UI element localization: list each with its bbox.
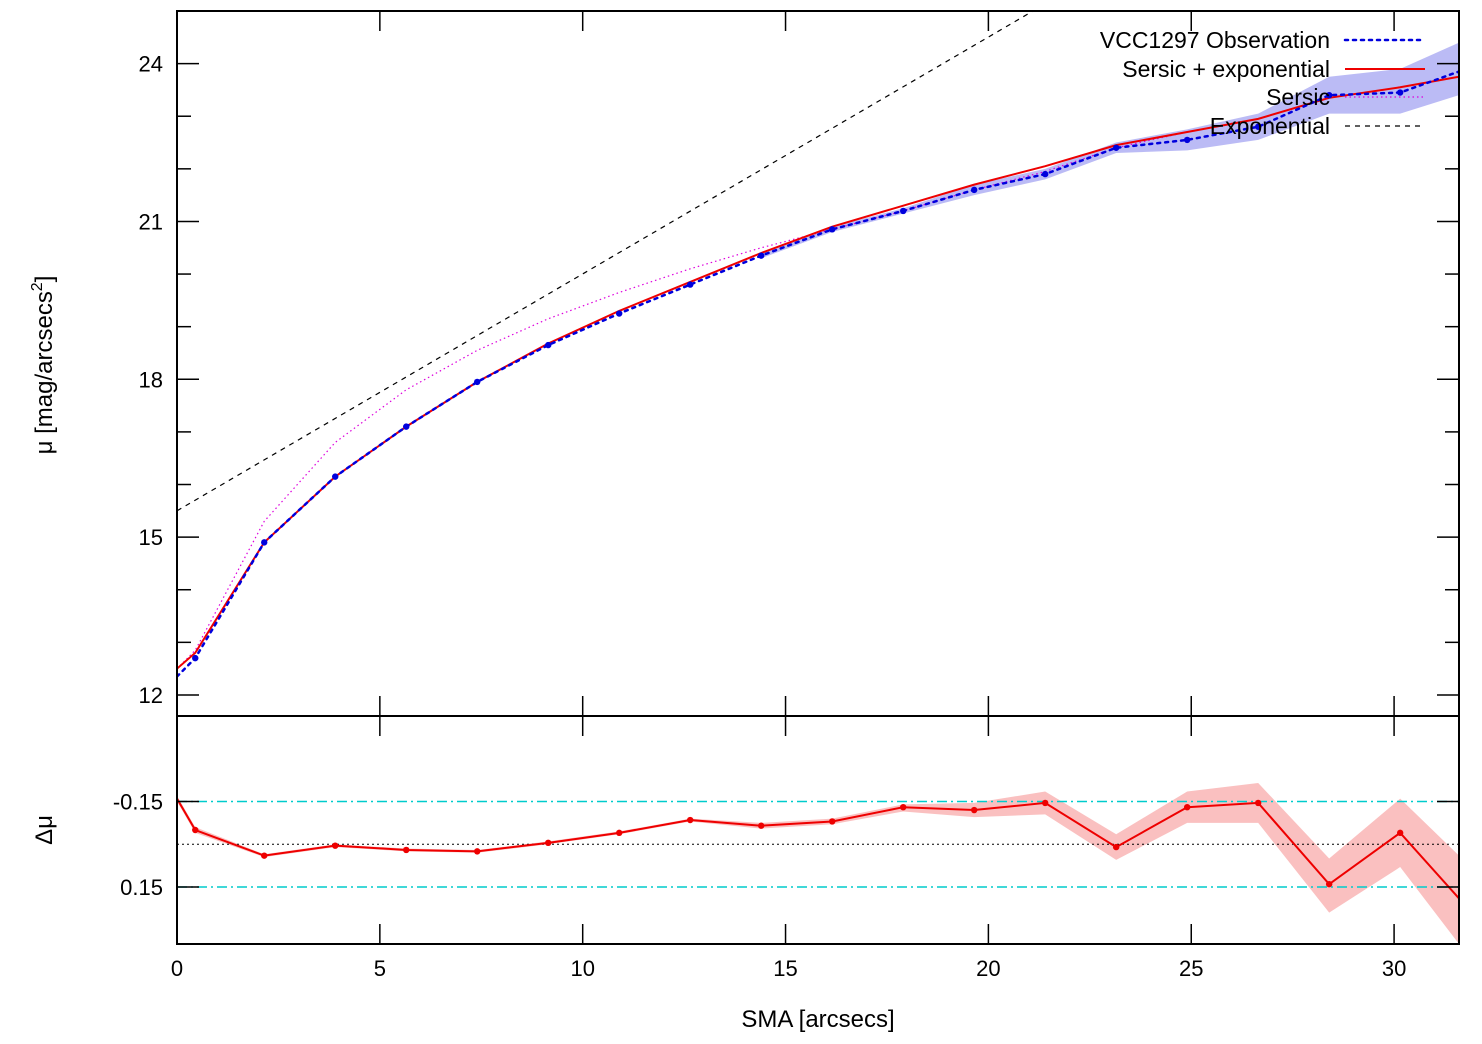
main-panel: 12 15 18 21 24 VCC1297 Observation Sersic + e… <box>29 10 1460 717</box>
legend-label-3: Exponential <box>1210 113 1330 139</box>
observation-marker-point-7 <box>616 310 623 317</box>
main-y-tick-label-21: 21 <box>139 209 163 234</box>
x-tick-label-25: 25 <box>1179 956 1203 981</box>
main-y-tick-label-15: 15 <box>139 525 163 550</box>
x-tick-label-15: 15 <box>773 956 797 981</box>
main-y-tick-label-18: 18 <box>139 367 163 392</box>
x-axis-title: SMA [arcsecs] <box>741 1006 894 1033</box>
observation-marker-point-13 <box>1041 170 1049 178</box>
residual-markers <box>192 799 1404 888</box>
observation-marker-point-2 <box>261 539 268 546</box>
main-y-axis-title: μ [mag/arcsecs2] <box>29 276 58 455</box>
observation-marker-point-5 <box>474 378 481 386</box>
x-tick-label-20: 20 <box>976 956 1000 981</box>
main-y-axis-title-superscript: 2 <box>29 282 46 291</box>
residual-marker-point-11 <box>899 804 907 811</box>
residual-error-bands <box>177 782 1459 944</box>
observation-marker-point-10 <box>828 226 836 233</box>
observation-marker-point-8 <box>687 281 694 288</box>
residual-marker-point-4 <box>403 846 410 854</box>
observation-marker-point-9 <box>758 252 765 259</box>
residual-panel: 0.15 -0.15 0 5 10 15 20 25 30 Δμ SMA [arcsecs] <box>31 715 1460 1033</box>
main-series-lines <box>177 11 1459 678</box>
main-y-axis-title-text: μ [mag/arcsecs <box>31 291 58 454</box>
residual-marker-point-9 <box>758 822 765 829</box>
residual-marker-point-5 <box>474 848 481 855</box>
legend-label-1: Sersic + exponential <box>1122 56 1330 82</box>
residual-error-band <box>177 782 1459 944</box>
residual-marker-point-1 <box>192 826 199 834</box>
main-markers <box>192 89 1404 662</box>
observation-marker-point-4 <box>403 423 410 430</box>
residual-marker-point-13 <box>1041 799 1049 807</box>
observation-marker-point-6 <box>545 341 552 349</box>
residual-y-tick-label-1: -0.15 <box>113 790 163 815</box>
residual-marker-point-14 <box>1112 843 1120 851</box>
main-y-tick-label-12: 12 <box>139 683 163 708</box>
residual-y-tick-label-0: 0.15 <box>120 875 163 900</box>
legend: VCC1297 Observation Sersic + exponentialS… <box>1100 27 1427 139</box>
main-y-axis-title-close: ] <box>31 276 58 283</box>
residual-axes: 0.15 -0.15 0 5 10 15 20 25 30 <box>113 715 1460 981</box>
residual-line <box>177 798 1459 900</box>
observation-marker-point-14 <box>1112 144 1120 151</box>
residual-plot-frame <box>176 715 1460 945</box>
legend-label-2: Sersic <box>1266 84 1330 110</box>
observation-marker-point-18 <box>1396 89 1404 96</box>
observation-line <box>177 70 1459 678</box>
residual-marker-point-16 <box>1254 799 1262 807</box>
x-tick-label-10: 10 <box>570 956 594 981</box>
residual-marker-point-2 <box>261 852 268 859</box>
residual-reference-lines <box>177 800 1459 888</box>
residual-marker-point-18 <box>1396 829 1404 837</box>
sersic-line <box>177 76 1459 670</box>
observation-marker-point-15 <box>1183 136 1191 144</box>
main-y-tick-label-24: 24 <box>139 52 163 77</box>
x-tick-label-0: 0 <box>171 956 183 981</box>
exponential-line <box>177 11 1034 512</box>
observation-marker-point-16 <box>1254 123 1262 130</box>
residual-marker-point-12 <box>970 806 978 814</box>
residual-marker-point-6 <box>545 839 552 847</box>
residual-marker-point-15 <box>1183 804 1191 811</box>
legend-label-0: VCC1297 Observation <box>1100 27 1330 53</box>
residual-marker-point-17 <box>1325 880 1333 888</box>
observation-marker-point-11 <box>899 207 907 215</box>
residual-y-axis-title: Δμ <box>31 815 58 845</box>
residual-marker-point-3 <box>332 842 339 849</box>
x-tick-label-30: 30 <box>1382 956 1406 981</box>
residual-series-lines <box>177 798 1459 900</box>
residual-marker-point-8 <box>687 816 694 824</box>
observation-marker-point-17 <box>1325 91 1333 99</box>
sersic-exponential-line <box>177 75 1459 670</box>
x-tick-label-5: 5 <box>374 956 386 981</box>
residual-marker-point-7 <box>616 829 623 837</box>
observation-marker-point-1 <box>192 654 199 662</box>
residual-marker-point-10 <box>828 818 836 825</box>
observation-marker-point-3 <box>332 473 339 480</box>
observation-marker-point-12 <box>970 186 978 194</box>
